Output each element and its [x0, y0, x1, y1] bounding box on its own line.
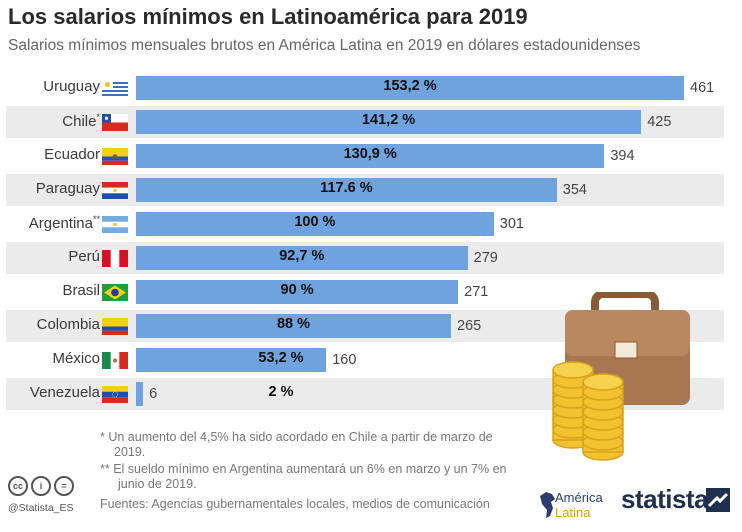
mexico-flag-icon	[102, 352, 128, 369]
value-label: 301	[499, 216, 524, 232]
chile-flag-icon	[102, 114, 128, 131]
bar	[136, 110, 642, 134]
category-label: Uruguay	[43, 78, 100, 95]
briefcase-with-coins-icon	[545, 290, 705, 472]
category-label: Chile*	[62, 112, 100, 130]
percent-label: 88 %	[276, 316, 311, 332]
footnote-marker: **	[92, 214, 100, 224]
chart-subtitle: Salarios mínimos mensuales brutos en Amé…	[8, 37, 641, 54]
america-latina-logo-icon	[540, 492, 555, 518]
brasil-flag-icon	[102, 284, 128, 301]
paraguay-flag-icon	[102, 182, 128, 199]
bar	[136, 382, 144, 406]
value-label: 461	[690, 80, 715, 96]
bar	[136, 76, 684, 100]
percent-label: 153,2 %	[383, 78, 437, 94]
value-label: 160	[332, 352, 357, 368]
value-label: 425	[647, 114, 672, 130]
chart-row: Uruguay 153,2 % 461	[6, 72, 724, 104]
bar	[136, 314, 451, 338]
category-label: Venezuela	[29, 384, 100, 401]
argentina-flag-icon	[102, 216, 128, 233]
percent-label: 53,2 %	[258, 350, 304, 366]
percent-label: 2 %	[268, 384, 294, 400]
bar	[136, 212, 494, 236]
value-label: 271	[464, 284, 489, 300]
percent-label: 92,7 %	[279, 248, 325, 264]
bar	[136, 178, 557, 202]
partner-name-line2: Latina	[555, 505, 591, 520]
footnote-chile: * Un aumento del 4,5% ha sido acordado e…	[100, 430, 493, 459]
chart-row: Chile* 141,2 % 425	[6, 106, 724, 138]
attribution-icon: i	[31, 476, 51, 496]
category-label: Argentina**	[28, 214, 100, 232]
value-label: 6	[149, 386, 158, 402]
chart-row: Perú 92,7 % 279	[6, 242, 724, 274]
colombia-flag-icon	[102, 318, 128, 335]
value-label: 279	[473, 250, 498, 266]
bar	[136, 246, 468, 270]
chart-row: Ecuador 130,9 % 394	[6, 140, 724, 172]
venezuela-flag-icon	[102, 386, 128, 403]
chart-row: Brasil 90 % 271	[6, 276, 724, 308]
chart-row: Paraguay 117.6 % 354	[6, 174, 724, 206]
ecuador-flag-icon	[102, 148, 128, 165]
no-derivatives-icon: =	[54, 476, 74, 496]
percent-label: 130,9 %	[343, 146, 397, 162]
statista-mark-icon	[706, 488, 730, 512]
category-label: Brasil	[62, 282, 100, 299]
uruguay-flag-icon	[102, 80, 128, 97]
percent-label: 117.6 %	[320, 180, 373, 196]
peru-flag-icon	[102, 250, 128, 267]
category-label: Ecuador	[44, 146, 100, 163]
value-label: 265	[457, 318, 482, 334]
statista-handle[interactable]: @Statista_ES	[8, 502, 74, 514]
footnote-argentina: ** El sueldo mínimo en Argentina aumenta…	[100, 462, 507, 491]
chart-row: Argentina** 100 % 301	[6, 208, 724, 240]
value-label: 394	[610, 148, 635, 164]
creative-commons-badges[interactable]: cc i =	[8, 476, 77, 496]
footnotes: * Un aumento del 4,5% ha sido acordado e…	[100, 430, 520, 492]
partner-name-line1: América	[555, 490, 603, 505]
category-label: Paraguay	[35, 180, 100, 197]
bar	[136, 280, 459, 304]
chart-row: México 53,2 % 160	[6, 344, 724, 376]
chart-title: Los salarios mínimos en Latinoamérica pa…	[8, 4, 528, 29]
percent-label: 141,2 %	[361, 112, 416, 128]
sources-text: Fuentes: Agencias gubernamentales locale…	[100, 497, 490, 511]
footnote-marker: *	[96, 112, 100, 122]
bar	[136, 144, 605, 168]
percent-label: 90 %	[280, 282, 314, 298]
category-label: Colombia	[36, 316, 100, 333]
percent-label: 100 %	[294, 214, 336, 230]
category-label: México	[52, 350, 100, 367]
category-label: Perú	[68, 248, 100, 265]
cc-icon: cc	[8, 476, 28, 496]
statista-logo[interactable]: statista	[621, 484, 709, 514]
value-label: 354	[562, 182, 587, 198]
bar	[136, 348, 327, 372]
